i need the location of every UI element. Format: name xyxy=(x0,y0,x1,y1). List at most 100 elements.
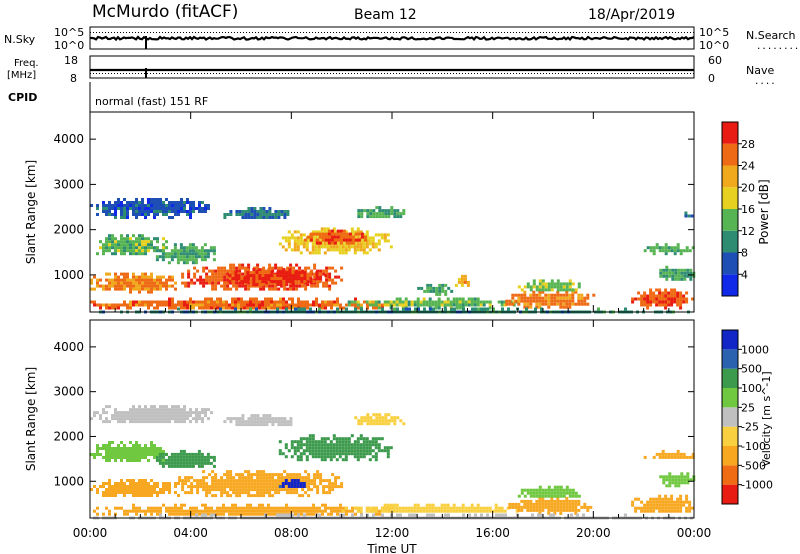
velocity-echo-cell xyxy=(386,455,390,459)
velocity-echo-cell xyxy=(383,503,387,507)
velocity-echo-cell xyxy=(165,414,168,418)
power-echo-cell xyxy=(396,215,400,219)
velocity-echo-cell xyxy=(207,512,210,516)
freq-label-line1: Freq. xyxy=(14,58,39,69)
velocity-echo-region xyxy=(517,485,581,498)
power-echo-cell xyxy=(176,249,180,253)
power-echo-cell xyxy=(177,307,180,311)
velocity-echo-cell xyxy=(244,491,248,495)
velocity-echo-cell xyxy=(259,476,263,480)
velocity-echo-cell xyxy=(316,488,320,492)
velocity-echo-cell xyxy=(271,482,275,486)
power-echo-cell xyxy=(680,274,684,278)
power-echo-cell xyxy=(147,237,150,241)
velocity-echo-cell xyxy=(646,503,650,507)
power-echo-cell xyxy=(529,293,533,297)
power-echo-cell xyxy=(658,300,662,304)
power-echo-cell xyxy=(393,307,396,311)
power-echo-cell xyxy=(256,263,260,267)
velocity-echo-cell xyxy=(207,417,210,421)
velocity-echo-cell xyxy=(235,482,239,486)
velocity-echo-cell xyxy=(640,509,644,513)
power-echo-cell xyxy=(324,303,327,307)
velocity-echo-cell xyxy=(452,506,456,510)
velocity-echo-cell xyxy=(132,411,135,415)
power-echo-cell xyxy=(356,230,360,234)
power-echo-cell xyxy=(141,210,144,213)
power-echo-cell xyxy=(240,300,243,304)
power-echo-cell xyxy=(462,307,465,311)
velocity-echo-cell xyxy=(359,434,363,438)
velocity-echo-cell xyxy=(222,503,225,507)
velocity-echo-cell xyxy=(369,416,373,420)
velocity-echo-cell xyxy=(250,494,254,498)
power-echo-cell xyxy=(288,268,292,272)
velocity-echo-cell xyxy=(138,450,141,453)
velocity-echo-cell xyxy=(303,506,306,510)
power-echo-cell xyxy=(277,266,281,270)
power-echo-cell xyxy=(649,303,653,307)
velocity-echo-cell xyxy=(323,443,327,447)
velocity-echo-cell xyxy=(159,509,162,513)
velocity-echo-cell xyxy=(111,453,114,456)
velocity-echo-cell xyxy=(665,478,669,482)
velocity-echo-cell xyxy=(535,494,539,498)
velocity-echo-cell xyxy=(314,452,318,456)
power-echo-cell xyxy=(547,305,551,309)
power-echo-cell xyxy=(138,290,141,294)
power-echo-cell xyxy=(317,251,321,255)
power-echo-cell xyxy=(220,278,224,282)
velocity-echo-cell xyxy=(138,485,141,488)
velocity-echo-cell xyxy=(238,420,242,424)
velocity-echo-cell xyxy=(559,505,563,509)
velocity-echo-cell xyxy=(322,491,326,495)
velocity-echo-cell xyxy=(365,509,369,513)
velocity-echo-cell xyxy=(338,446,342,450)
power-echo-cell xyxy=(677,271,681,275)
power-echo-cell xyxy=(156,303,159,307)
power-echo-cell xyxy=(371,245,375,249)
velocity-echo-cell xyxy=(159,491,162,494)
velocity-echo-cell xyxy=(538,508,542,512)
power-echo-cell xyxy=(129,243,132,247)
velocity-echo-cell xyxy=(262,470,266,474)
power-echo-cell xyxy=(466,283,470,287)
power-echo-cell xyxy=(315,232,319,236)
velocity-echo-cell xyxy=(108,447,111,450)
power-echo-cell xyxy=(568,279,572,283)
velocity-echo-cell xyxy=(386,509,390,513)
power-echo-cell xyxy=(534,307,537,311)
velocity-echo-cell xyxy=(126,459,129,462)
velocity-echo-cell xyxy=(193,479,197,483)
power-echo-cell xyxy=(264,306,267,310)
power-echo-cell xyxy=(211,269,215,273)
power-echo-cell xyxy=(171,216,174,219)
velocity-echo-cell xyxy=(173,455,177,459)
velocity-echo-cell xyxy=(357,422,361,426)
power-echo-cell xyxy=(374,245,378,249)
velocity-echo-cell xyxy=(461,506,465,510)
velocity-echo-cell xyxy=(341,458,345,462)
power-echo-cell xyxy=(132,281,135,285)
velocity-echo-cell xyxy=(256,491,260,495)
power-echo-cell xyxy=(305,248,309,252)
power-echo-cell xyxy=(398,297,402,301)
power-echo-cell xyxy=(111,240,114,244)
power-colorbar-swatch xyxy=(722,274,738,296)
velocity-echo-cell xyxy=(286,420,290,424)
velocity-echo-cell xyxy=(174,482,177,485)
power-echo-cell xyxy=(319,272,323,276)
velocity-echo-cell xyxy=(434,506,438,510)
power-echo-cell xyxy=(155,258,159,262)
velocity-echo-cell xyxy=(161,461,165,465)
power-echo-cell xyxy=(287,245,291,249)
velocity-echo-cell xyxy=(108,488,111,491)
power-echo-cell xyxy=(201,303,204,307)
velocity-echo-cell xyxy=(353,455,357,459)
velocity-echo-cell xyxy=(208,488,212,492)
power-echo-cell xyxy=(377,242,381,246)
power-echo-region xyxy=(90,198,210,219)
velocity-echo-cell xyxy=(123,509,126,513)
velocity-echo-cell xyxy=(517,508,521,512)
power-echo-cell xyxy=(435,286,439,290)
